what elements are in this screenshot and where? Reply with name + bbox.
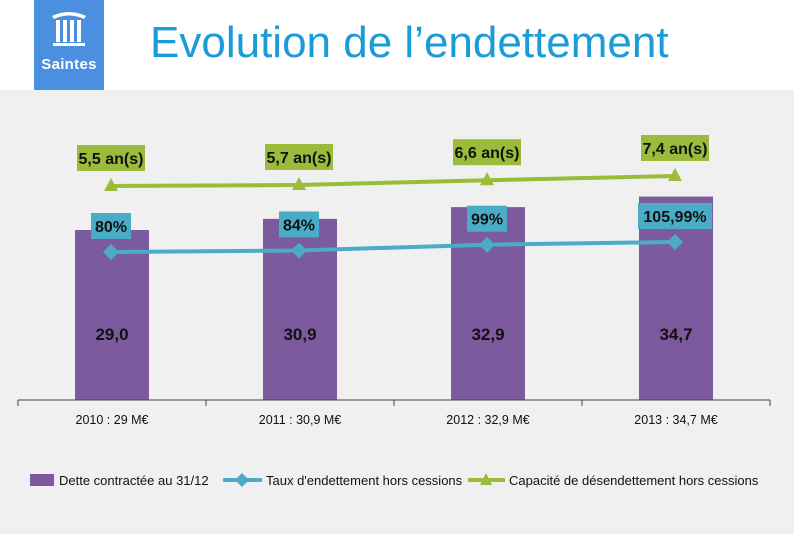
capacite-point-2 xyxy=(480,172,494,186)
legend-label-capacite: Capacité de désendettement hors cessions xyxy=(509,473,759,488)
capacite-label-0-box xyxy=(77,145,145,171)
x-tick-label-1: 2011 : 30,9 M€ xyxy=(259,413,342,427)
capacite-label-2-box xyxy=(453,139,521,166)
bar-2 xyxy=(451,207,525,400)
taux-point-0 xyxy=(103,244,119,260)
taux-label-0: 80% xyxy=(95,219,127,236)
capacite-point-3 xyxy=(668,168,682,181)
capacite-point-0 xyxy=(104,178,118,191)
taux-label-2: 99% xyxy=(471,212,503,229)
bar-label-1: 30,9 xyxy=(283,325,316,344)
taux-point-1 xyxy=(291,242,307,259)
saintes-logo: Saintes xyxy=(34,0,104,90)
taux-label-3: 105,99% xyxy=(643,209,706,226)
taux-line xyxy=(110,240,676,254)
bar-label-3: 34,7 xyxy=(659,325,692,344)
capacite-label-1: 5,7 an(s) xyxy=(267,150,332,167)
header: Saintes Evolution de l’endettement xyxy=(0,0,794,90)
capacite-point-1 xyxy=(292,176,306,190)
taux-label-1-box xyxy=(279,211,319,238)
taux-label-1: 84% xyxy=(283,217,315,234)
x-tick-label-2: 2012 : 32,9 M€ xyxy=(446,413,529,427)
capacite-line xyxy=(110,174,676,188)
capacite-label-1-box xyxy=(265,143,333,170)
logo-text: Saintes xyxy=(41,56,97,73)
page-title: Evolution de l’endettement xyxy=(150,18,669,67)
capacite-label-3: 7,4 an(s) xyxy=(643,141,708,158)
taux-label-2-box xyxy=(467,205,507,232)
legend-marker-capacite xyxy=(480,473,492,485)
x-tick-label-3: 2013 : 34,7 M€ xyxy=(634,413,717,427)
capacite-label-2: 6,6 an(s) xyxy=(455,145,520,162)
x-tick-label-0: 2010 : 29 M€ xyxy=(76,413,149,427)
legend-label-taux: Taux d'endettement hors cessions xyxy=(266,473,463,488)
taux-label-3-box xyxy=(638,203,712,229)
legend-label-bar: Dette contractée au 31/12 xyxy=(59,473,209,488)
legend-swatch-bar xyxy=(30,474,54,486)
capacite-label-3-box xyxy=(641,135,709,161)
legend-marker-taux xyxy=(235,473,249,487)
bar-label-2: 32,9 xyxy=(471,325,504,344)
taux-point-3 xyxy=(667,234,683,250)
capacite-label-0: 5,5 an(s) xyxy=(79,151,144,168)
bar-3 xyxy=(639,196,713,400)
taux-label-0-box xyxy=(91,213,131,239)
columns-icon xyxy=(52,12,86,46)
bar-label-0: 29,0 xyxy=(95,325,128,344)
taux-point-2 xyxy=(479,236,495,253)
